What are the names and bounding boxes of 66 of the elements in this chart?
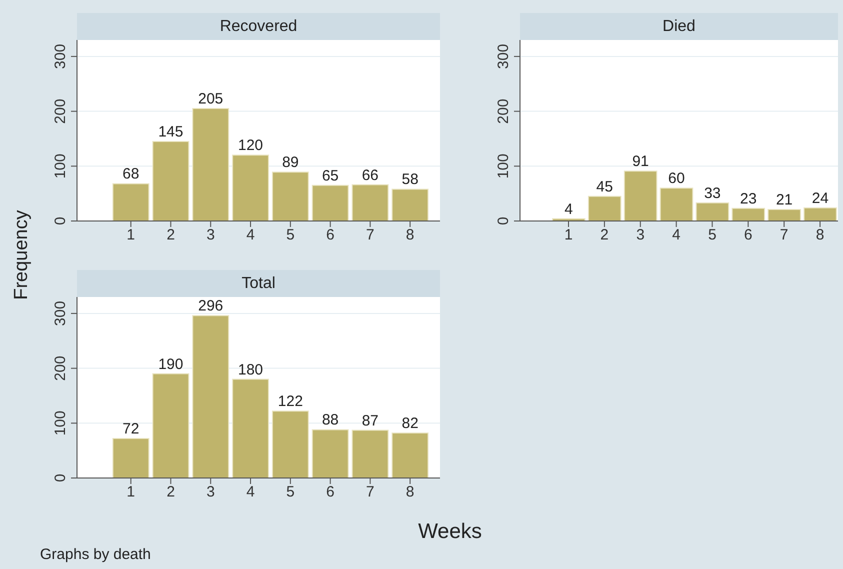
x-tick-label: 5: [708, 226, 716, 244]
data-label: 65: [322, 167, 339, 184]
x-tick-label: 2: [600, 226, 609, 244]
data-label: 91: [632, 153, 649, 170]
x-tick-label: 2: [166, 484, 175, 501]
x-tick-label: 4: [246, 484, 255, 501]
data-label: 45: [596, 178, 613, 196]
data-label: 24: [812, 190, 829, 207]
y-tick-label: 100: [52, 410, 69, 436]
data-label: 58: [402, 171, 418, 188]
x-tick-label: 4: [246, 226, 255, 244]
data-label: 145: [158, 123, 184, 140]
x-axis-title: Weeks: [418, 520, 482, 544]
y-axis-title: Frequency: [11, 210, 33, 300]
x-tick-label: 1: [126, 484, 136, 501]
x-tick-label: 1: [564, 226, 573, 244]
x-tick-label: 4: [672, 226, 680, 244]
x-tick-label: 7: [780, 226, 788, 244]
x-tick-label: 5: [286, 226, 295, 244]
x-tick-label: 2: [166, 226, 175, 244]
chart-title: Died: [520, 13, 838, 40]
x-tick-label: 7: [366, 226, 374, 244]
data-label: 4: [564, 200, 573, 218]
data-label: 120: [238, 137, 264, 154]
y-tick-label: 200: [52, 356, 69, 381]
chart-title: Total: [77, 270, 440, 297]
y-tick-label: 0: [52, 474, 69, 482]
data-label: 88: [322, 412, 339, 429]
text: Graphs by death: [40, 546, 151, 563]
x-tick-label: 8: [406, 484, 414, 501]
data-label: 68: [122, 166, 140, 183]
x-tick-label: 1: [126, 226, 136, 244]
data-label: 89: [282, 154, 299, 172]
y-tick-label: 300: [52, 44, 69, 69]
y-tick-label: 200: [495, 98, 512, 124]
data-label: 180: [238, 361, 264, 378]
x-tick-label: 3: [206, 484, 215, 501]
x-tick-label: 5: [286, 484, 295, 501]
y-tick-label: 300: [52, 300, 69, 326]
y-tick-label: 100: [495, 154, 512, 179]
data-label: 296: [198, 298, 224, 315]
data-label: 122: [278, 393, 303, 410]
x-tick-label: 8: [816, 226, 824, 244]
data-label: 33: [704, 184, 721, 202]
x-tick-label: 6: [326, 484, 334, 501]
data-label: 60: [668, 170, 685, 188]
y-tick-label: 100: [52, 154, 69, 179]
data-label: 21: [776, 191, 793, 208]
data-label: 87: [362, 412, 379, 430]
x-tick-label: 3: [206, 226, 215, 244]
data-label: 190: [158, 356, 184, 373]
data-label: 82: [402, 415, 418, 432]
x-tick-label: 3: [636, 226, 645, 244]
chart-title: Recovered: [77, 13, 440, 40]
data-label: 72: [122, 420, 140, 438]
x-tick-label: 7: [366, 484, 374, 501]
x-tick-label: 6: [326, 226, 334, 244]
y-tick-label: 0: [52, 216, 69, 226]
x-tick-label: 8: [406, 226, 414, 244]
x-tick-label: 6: [744, 226, 752, 244]
y-tick-label: 300: [495, 44, 512, 69]
y-tick-label: 0: [495, 216, 512, 226]
data-label: 205: [198, 90, 224, 108]
data-label: 66: [362, 166, 379, 184]
data-label: 23: [740, 190, 757, 208]
y-tick-label: 200: [52, 98, 69, 124]
